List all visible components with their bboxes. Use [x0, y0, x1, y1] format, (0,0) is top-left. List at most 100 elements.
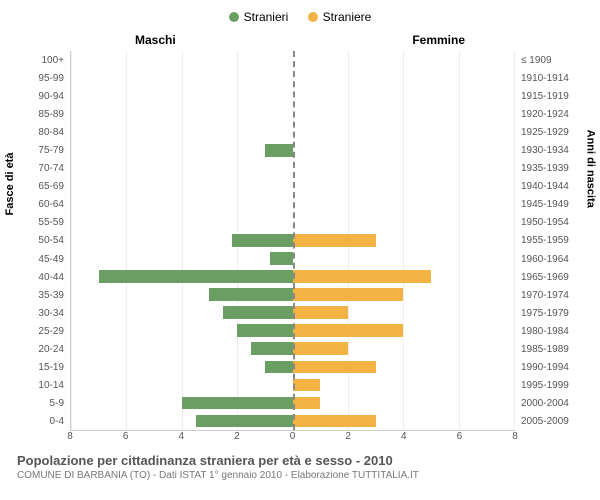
bar-half-male — [71, 394, 293, 412]
y-tick-left: 40-44 — [38, 268, 64, 286]
bar-half-male — [71, 412, 293, 430]
bar-male — [270, 252, 292, 265]
bar-half-male — [71, 358, 293, 376]
y-tick-left: 65-69 — [38, 178, 64, 196]
legend-swatch-female — [308, 12, 318, 22]
bar-male — [265, 144, 293, 157]
bar-half-female — [293, 250, 515, 268]
y-tick-left: 20-24 — [38, 341, 64, 359]
bar-male — [223, 306, 292, 319]
bar-half-female — [293, 268, 515, 286]
y-tick-right: 1920-1924 — [521, 105, 569, 123]
bar-half-male — [71, 69, 293, 87]
y-tick-left: 60-64 — [38, 196, 64, 214]
y-tick-right: 1960-1964 — [521, 250, 569, 268]
bar-female — [293, 306, 348, 319]
bar-female — [293, 415, 376, 428]
y-tick-left: 5-9 — [50, 395, 64, 413]
bar-half-female — [293, 304, 515, 322]
bar-half-male — [71, 123, 293, 141]
y-tick-right: 2005-2009 — [521, 413, 569, 431]
bar-male — [99, 270, 293, 283]
bars-area — [70, 51, 515, 431]
bar-female — [293, 361, 376, 374]
y-tick-left: 45-49 — [38, 250, 64, 268]
bar-male — [251, 342, 293, 355]
x-tick: 4 — [401, 431, 407, 442]
bar-half-female — [293, 231, 515, 249]
x-tick: 8 — [512, 431, 518, 442]
y-tick-right: 1910-1914 — [521, 69, 569, 87]
y-tick-right: 1995-1999 — [521, 377, 569, 395]
bar-half-female — [293, 159, 515, 177]
y-tick-right: 1955-1959 — [521, 232, 569, 250]
x-tick: 2 — [345, 431, 351, 442]
bar-half-female — [293, 177, 515, 195]
bar-male — [209, 288, 292, 301]
y-tick-left: 25-29 — [38, 322, 64, 340]
bar-female — [293, 342, 348, 355]
bar-half-male — [71, 286, 293, 304]
bar-half-female — [293, 141, 515, 159]
bar-male — [265, 361, 293, 374]
y-axis-right: ≤ 19091910-19141915-19191920-19241925-19… — [515, 51, 585, 431]
bar-female — [293, 270, 431, 283]
y-axis-label-left: Fasce di età — [4, 153, 16, 216]
bar-half-male — [71, 213, 293, 231]
footer: Popolazione per cittadinanza straniera p… — [15, 453, 585, 481]
y-tick-right: 1950-1954 — [521, 214, 569, 232]
bar-half-female — [293, 412, 515, 430]
bar-half-male — [71, 105, 293, 123]
y-tick-right: 1985-1989 — [521, 341, 569, 359]
bar-female — [293, 288, 404, 301]
y-tick-left: 80-84 — [38, 123, 64, 141]
bar-half-male — [71, 177, 293, 195]
grid-line — [514, 51, 515, 430]
x-tick: 6 — [123, 431, 129, 442]
axis-title-right: Femmine — [412, 33, 465, 47]
y-tick-left: 50-54 — [38, 232, 64, 250]
y-tick-left: 95-99 — [38, 69, 64, 87]
y-tick-left: 10-14 — [38, 377, 64, 395]
bar-half-female — [293, 123, 515, 141]
bar-half-female — [293, 51, 515, 69]
bar-half-male — [71, 51, 293, 69]
y-tick-left: 55-59 — [38, 214, 64, 232]
bar-female — [293, 234, 376, 247]
bar-half-male — [71, 195, 293, 213]
bar-half-female — [293, 394, 515, 412]
bar-female — [293, 397, 321, 410]
bar-half-male — [71, 376, 293, 394]
y-tick-right: 1965-1969 — [521, 268, 569, 286]
chart-container: Stranieri Straniere Maschi Femmine Fasce… — [0, 0, 600, 500]
bar-female — [293, 324, 404, 337]
legend-swatch-male — [229, 12, 239, 22]
bar-half-female — [293, 286, 515, 304]
axis-title-left: Maschi — [135, 33, 176, 47]
y-tick-right: 2000-2004 — [521, 395, 569, 413]
bar-male — [232, 234, 293, 247]
y-tick-left: 0-4 — [50, 413, 64, 431]
bar-half-female — [293, 69, 515, 87]
x-axis: 864202468 — [70, 431, 515, 445]
y-tick-right: 1945-1949 — [521, 196, 569, 214]
plot-area: Fasce di età Anni di nascita 100+95-9990… — [15, 51, 585, 431]
legend: Stranieri Straniere — [15, 10, 585, 25]
y-tick-right: 1990-1994 — [521, 359, 569, 377]
y-tick-right: 1975-1979 — [521, 304, 569, 322]
y-tick-right: 1935-1939 — [521, 160, 569, 178]
y-tick-right: 1915-1919 — [521, 87, 569, 105]
y-tick-left: 30-34 — [38, 304, 64, 322]
chart-subtitle: COMUNE DI BARBANIA (TO) - Dati ISTAT 1° … — [17, 470, 583, 481]
bar-half-female — [293, 358, 515, 376]
x-tick: 0 — [290, 431, 296, 442]
bar-half-female — [293, 213, 515, 231]
bar-half-male — [71, 87, 293, 105]
y-tick-left: 70-74 — [38, 160, 64, 178]
y-tick-left: 100+ — [41, 51, 64, 69]
bar-male — [237, 324, 292, 337]
bar-half-male — [71, 322, 293, 340]
y-tick-right: ≤ 1909 — [521, 51, 552, 69]
axis-titles: Maschi Femmine — [15, 33, 585, 51]
bar-male — [196, 415, 293, 428]
